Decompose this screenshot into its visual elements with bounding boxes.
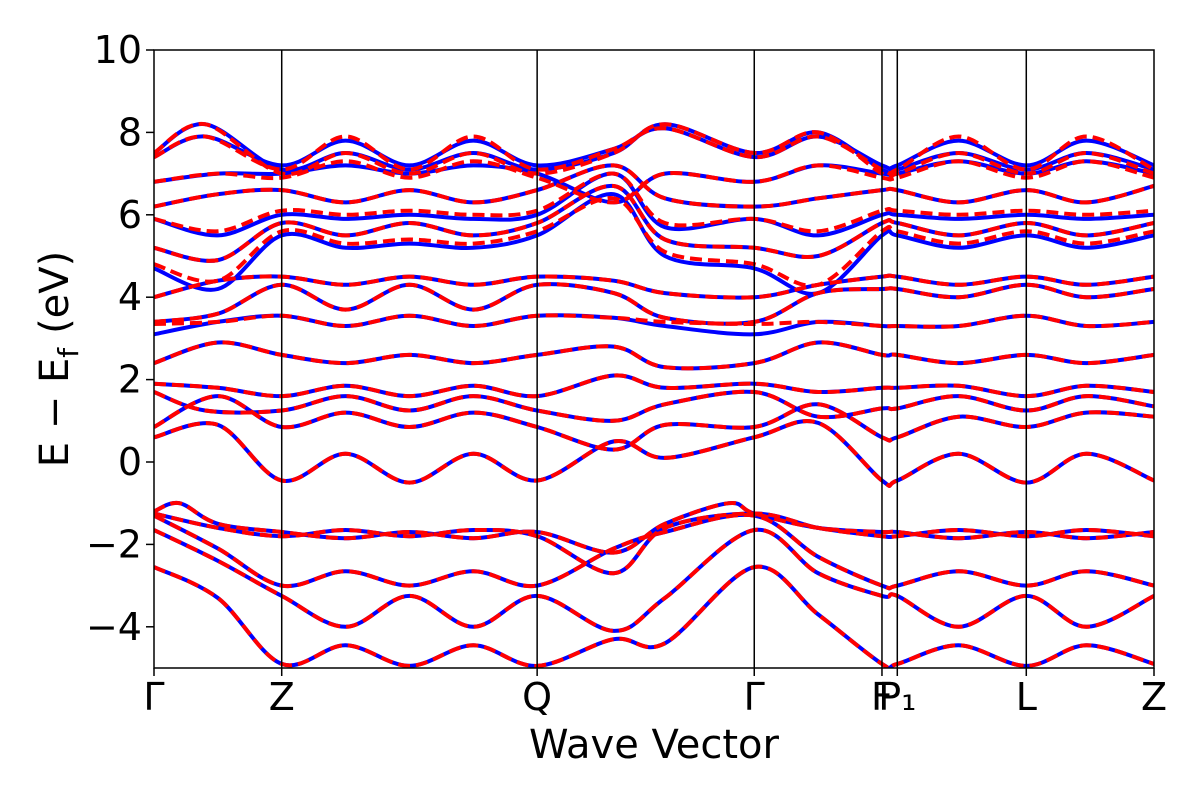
band-line (154, 419, 1154, 488)
band-line (154, 171, 1154, 238)
y-tick-label: 10 (94, 28, 142, 72)
band-line (154, 389, 1154, 423)
band-line (154, 273, 1154, 300)
y-tick-label: 0 (118, 440, 142, 484)
band-line (154, 122, 1154, 175)
band-line (154, 564, 1154, 668)
band-line (154, 511, 1154, 576)
band-line (154, 192, 1154, 296)
band-line (154, 373, 1154, 399)
band-line (154, 500, 1154, 555)
band-line (154, 394, 1154, 452)
x-axis-ticks: Γ Z Q Γ FP₁ L Z (143, 668, 1167, 719)
band-line (154, 126, 1154, 176)
y-tick-label: 8 (118, 110, 142, 154)
band-line (154, 159, 1154, 205)
bands-layer (154, 122, 1154, 668)
x-tick-label: P₁ (878, 675, 916, 719)
series-dashed (154, 122, 1154, 668)
band-line (154, 282, 1154, 326)
band-line (154, 500, 1154, 555)
band-line (154, 163, 1154, 209)
y-tick-label: −2 (86, 522, 142, 566)
y-axis-title-unit: (eV) (32, 251, 78, 334)
band-line (154, 512, 1154, 591)
band-line (154, 122, 1154, 180)
x-tick-label: L (1016, 675, 1037, 719)
x-tick-label: F (871, 675, 893, 719)
band-line (154, 511, 1154, 576)
x-tick-label: Γ (143, 675, 164, 719)
high-symmetry-lines (280, 50, 1028, 668)
band-line (154, 171, 1154, 234)
y-tick-label: 6 (118, 193, 142, 237)
x-axis-title: Wave Vector (529, 722, 780, 768)
band-line (154, 313, 1154, 329)
band-line (154, 340, 1154, 371)
band-line (154, 512, 1154, 591)
y-axis-title-subscript: f (52, 347, 85, 358)
y-tick-label: −4 (86, 605, 142, 649)
y-axis-ticks: −4 −2 0 2 4 6 8 10 (86, 28, 154, 649)
x-tick-label: Q (522, 675, 552, 719)
band-line (154, 527, 1154, 633)
y-axis-title-main: E − E (32, 358, 78, 468)
y-tick-label: 4 (118, 275, 142, 319)
series-solid (154, 122, 1154, 668)
band-line (154, 196, 1154, 288)
x-tick-label: Γ (744, 675, 765, 719)
band-line (154, 183, 1154, 263)
x-tick-label: Z (269, 675, 295, 719)
x-tick-label: Z (1141, 675, 1167, 719)
y-tick-label: 2 (118, 358, 142, 402)
plot-frame (153, 49, 1155, 669)
y-axis-title: E − Ef (eV) (32, 251, 85, 468)
